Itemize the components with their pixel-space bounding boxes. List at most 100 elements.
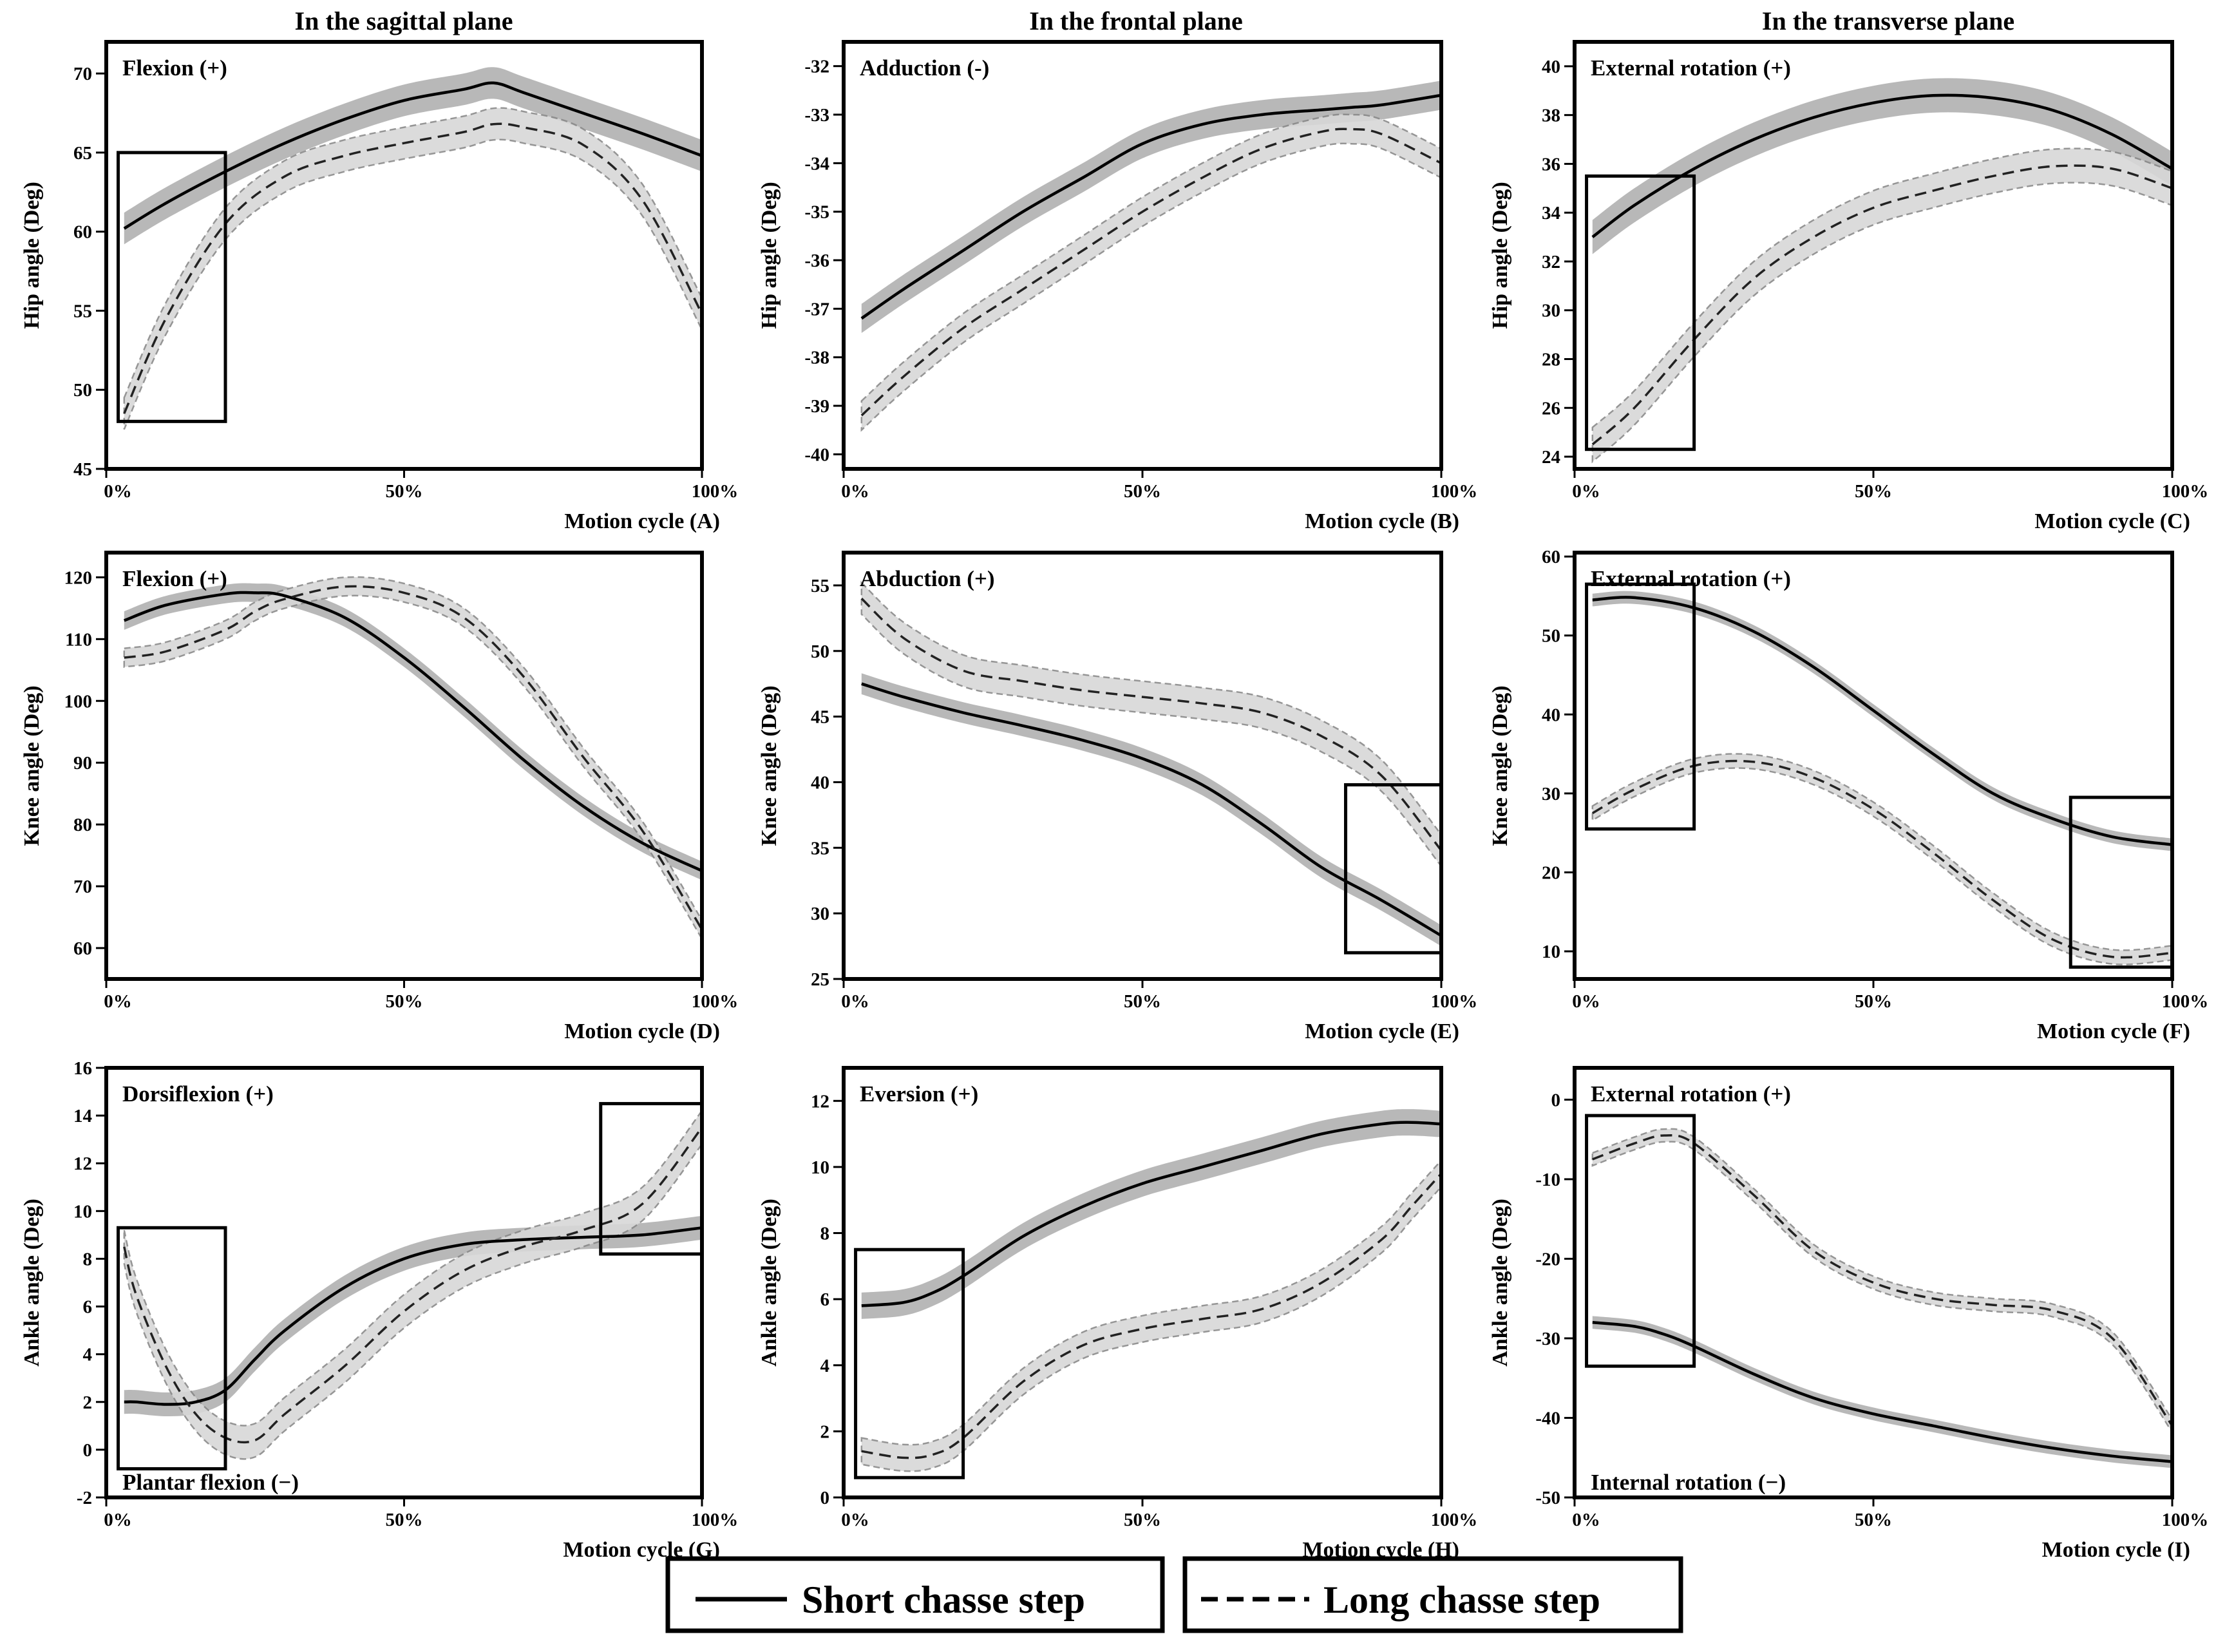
column-title-frontal: In the frontal plane	[1029, 6, 1243, 35]
band-long-e	[860, 580, 1443, 869]
series-line-short-h	[861, 1121, 1442, 1307]
direction-label-top-f: External rotation (+)	[1591, 566, 1791, 591]
y-tick-label: 60	[73, 938, 92, 959]
x-tick-label: 50%	[386, 481, 423, 502]
y-tick-label: 30	[1542, 301, 1560, 321]
x-axis-title-f: Motion cycle (F)	[2037, 1020, 2190, 1043]
band-long-a	[123, 107, 703, 430]
x-tick-label: 100%	[1431, 991, 1478, 1012]
y-tick-label: 4	[83, 1345, 93, 1365]
y-tick-label: -20	[1535, 1249, 1560, 1269]
y-tick-label: -10	[1535, 1170, 1560, 1190]
highlight-box-f-1	[1585, 582, 1696, 831]
x-tick-label: 100%	[2162, 991, 2209, 1012]
series-line-long-e	[860, 598, 1443, 851]
panel-f: 10 20 30 40 50 60 0% 50% 100% Motion cycle (F) Kne…	[1488, 547, 2208, 1043]
band-long-h	[860, 1158, 1443, 1472]
y-tick-label: 16	[73, 1058, 92, 1079]
panel-b: -40 -39 -38 -37 -36 -35 -34 -33 -32 0% 50% 100% Moti…	[757, 40, 1477, 533]
y-tick-label: 10	[811, 1157, 829, 1178]
y-tick-label: 50	[811, 641, 829, 662]
band-long-d	[123, 576, 703, 942]
y-tick-label: 0	[1551, 1090, 1561, 1110]
legend-item-short: Short chasse step	[665, 1556, 1165, 1633]
x-tick-label: 0%	[841, 481, 869, 502]
y-tick-label: 90	[73, 753, 92, 774]
direction-label-top-c: External rotation (+)	[1591, 55, 1791, 81]
direction-label-bottom-i: Internal rotation (−)	[1591, 1470, 1786, 1495]
x-tick-label: 50%	[386, 991, 423, 1012]
legend-box-long	[1182, 1556, 1683, 1633]
y-tick-label: 45	[811, 707, 829, 728]
y-tick-label: 12	[73, 1154, 92, 1174]
highlight-box-f-2	[2069, 795, 2174, 969]
legend: Short chasse step Long chasse step	[665, 1556, 1683, 1633]
x-axis-title-i: Motion cycle (I)	[2042, 1538, 2190, 1562]
band-long-g	[123, 1108, 703, 1460]
direction-label-bottom-g: Plantar flexion (−)	[122, 1470, 299, 1495]
y-tick-label: 120	[64, 567, 93, 588]
plot-frame-f	[1573, 551, 2174, 981]
x-axis-title-e: Motion cycle (E)	[1305, 1020, 1459, 1043]
y-tick-label: -40	[804, 444, 829, 465]
y-tick-label: 36	[1542, 154, 1560, 175]
y-tick-label: 50	[73, 380, 92, 401]
x-tick-label: 50%	[386, 1510, 423, 1530]
y-tick-label: 8	[820, 1224, 830, 1244]
series-line-short-b	[860, 93, 1442, 320]
x-tick-label: 100%	[692, 1510, 739, 1530]
legend-label-long: Long chasse step	[1323, 1579, 1600, 1621]
y-axis-title-f: Knee angle (Deg)	[1488, 685, 1512, 846]
y-tick-label: 55	[73, 301, 92, 321]
y-tick-label: 40	[1542, 57, 1560, 77]
y-axis-title-d: Knee angle (Deg)	[20, 685, 44, 846]
x-tick-label: 50%	[1855, 991, 1892, 1012]
legend-label-short: Short chasse step	[802, 1579, 1085, 1621]
band-long-c	[1591, 147, 2173, 464]
y-tick-label: 8	[83, 1249, 93, 1269]
y-tick-label: 40	[811, 772, 829, 793]
y-tick-label: 2	[820, 1421, 830, 1442]
x-tick-label: 100%	[692, 991, 739, 1012]
direction-label-top-e: Abduction (+)	[860, 566, 995, 591]
y-tick-label: 0	[820, 1488, 830, 1508]
band-long-i	[1591, 1128, 2173, 1435]
x-tick-label: 0%	[1572, 1510, 1600, 1530]
x-tick-label: 0%	[841, 1510, 869, 1530]
band-short-f	[1592, 591, 2172, 851]
y-tick-label: 30	[1542, 784, 1560, 804]
x-tick-label: 0%	[104, 481, 132, 502]
x-tick-label: 0%	[1572, 991, 1600, 1012]
y-tick-label: 60	[73, 222, 92, 243]
y-tick-label: -2	[77, 1488, 92, 1508]
series-line-short-i	[1592, 1321, 2173, 1463]
x-axis-title-b: Motion cycle (B)	[1305, 509, 1459, 533]
series-line-short-e	[861, 682, 1443, 937]
plot-frame-g	[104, 1066, 704, 1499]
x-tick-label: 50%	[1124, 1510, 1161, 1530]
panel-a: 45 50 55 60 65 70 0% 50% 100% Motion cycle (A) Hip…	[20, 40, 738, 533]
y-tick-label: 100	[64, 691, 93, 712]
y-tick-label: -36	[804, 251, 829, 271]
band-short-h	[861, 1109, 1441, 1319]
y-tick-label: 28	[1542, 350, 1560, 370]
panel-d: 60 70 80 90 100 110 120 0% 50% 100% Motion cycle (…	[20, 551, 739, 1043]
highlight-box-c-1	[1585, 174, 1696, 451]
band-long-f	[1591, 753, 2173, 965]
y-tick-label: 2	[83, 1392, 93, 1413]
series-line-long-b	[860, 128, 1442, 417]
series-line-long-g	[123, 1126, 703, 1444]
y-axis-title-i: Ankle angle (Deg)	[1488, 1199, 1512, 1367]
panel-e: 25 30 35 40 45 50 55 0% 50% 100% Motion cycle (E) K…	[757, 551, 1478, 1043]
y-tick-label: -30	[1535, 1329, 1560, 1349]
y-tick-label: -38	[804, 348, 829, 368]
y-tick-label: 70	[73, 877, 92, 897]
band-short-c	[1592, 78, 2172, 254]
x-tick-label: 0%	[1572, 481, 1600, 502]
y-tick-label: 32	[1542, 252, 1560, 272]
band-short-a	[124, 67, 703, 245]
x-tick-label: 100%	[1431, 1510, 1478, 1530]
series-line-short-a	[123, 81, 703, 230]
y-axis-title-e: Knee angle (Deg)	[757, 685, 781, 846]
y-axis-title-b: Hip angle (Deg)	[757, 182, 781, 329]
